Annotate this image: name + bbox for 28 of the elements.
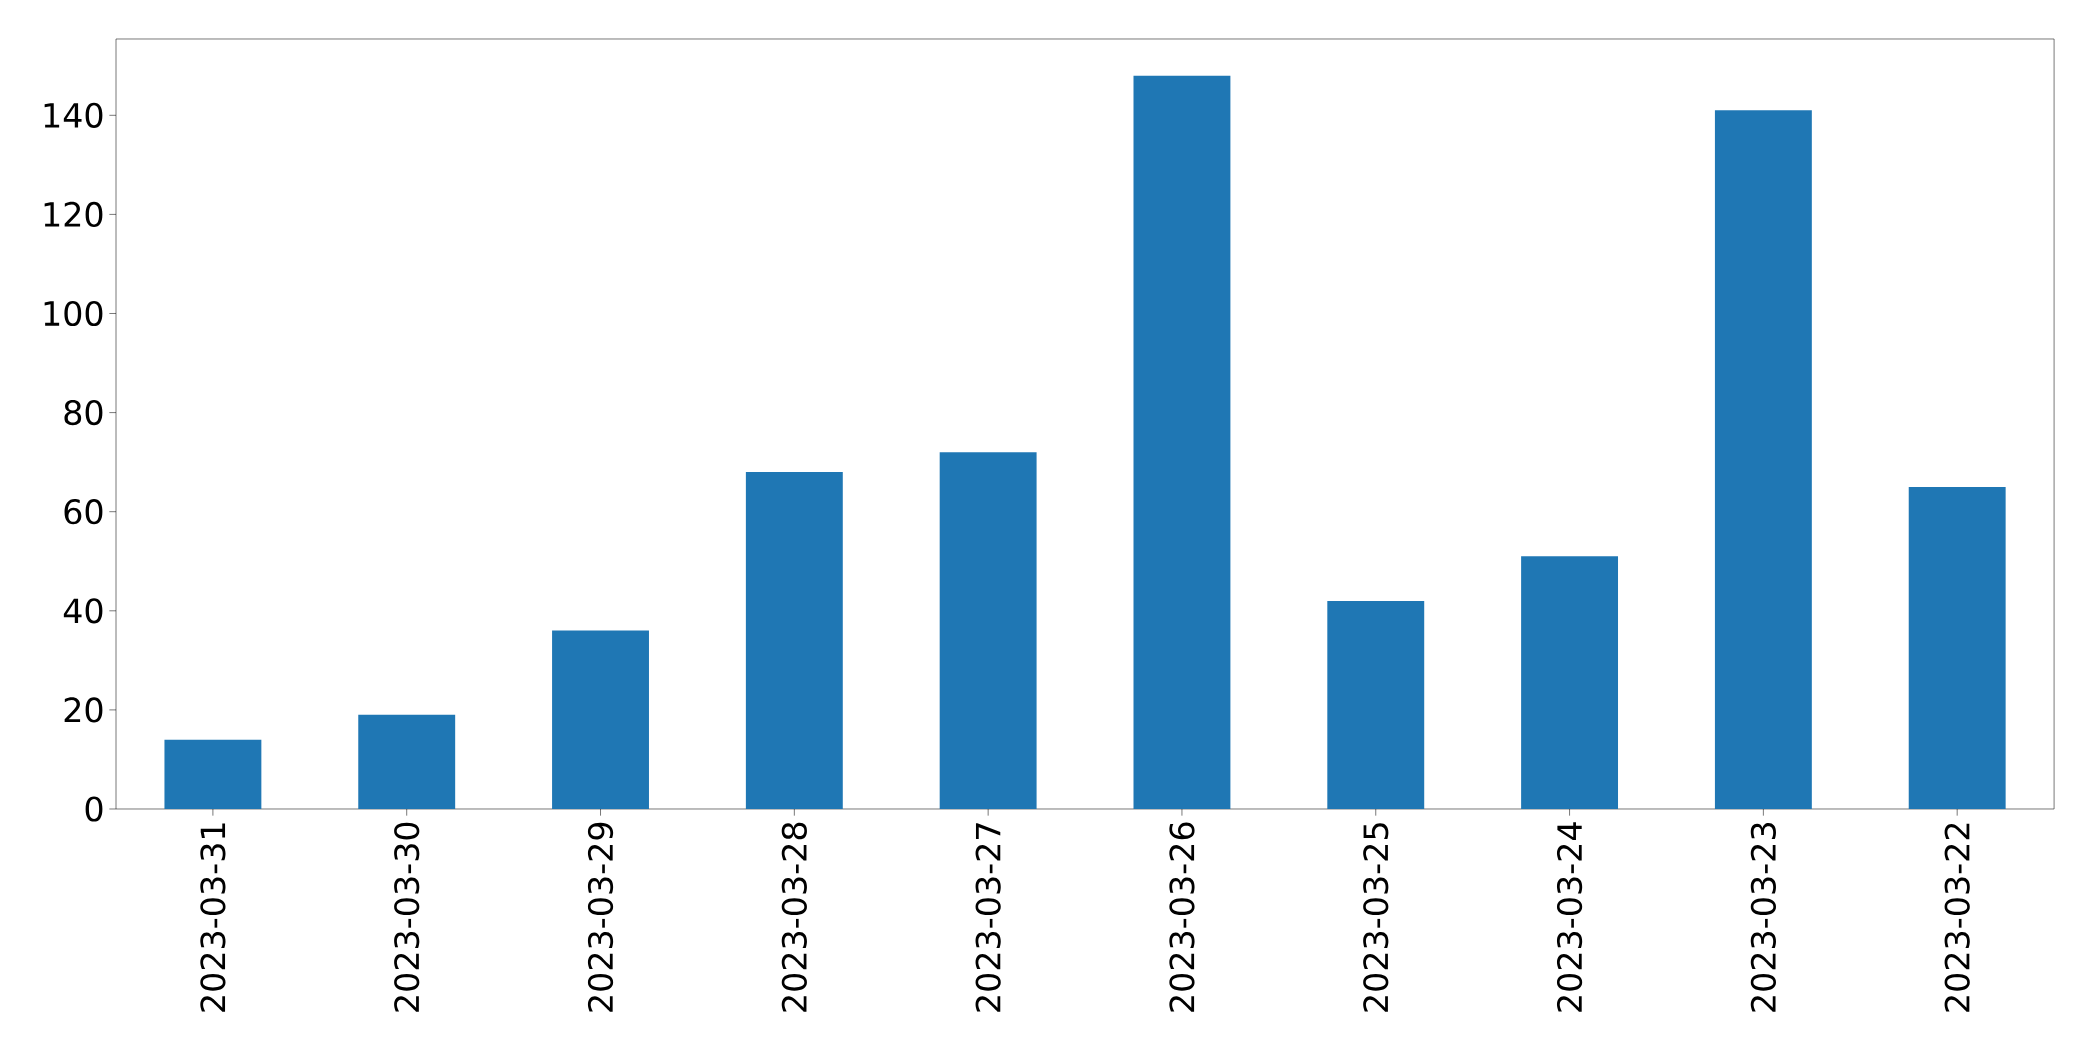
x-tick-label: 2023-03-25 bbox=[1363, 823, 1389, 1012]
y-tick-label: 0 bbox=[85, 796, 103, 822]
x-tick-label: 2023-03-23 bbox=[1750, 823, 1776, 1012]
x-tick-label: 2023-03-29 bbox=[587, 822, 614, 1012]
y-tick-label: 60 bbox=[64, 499, 103, 525]
bar bbox=[1714, 110, 1812, 809]
y-tick-label: 20 bbox=[64, 697, 103, 723]
bar bbox=[745, 472, 843, 809]
y-tick-label: 120 bbox=[44, 201, 103, 228]
x-tick-label: 2023-03-24 bbox=[1556, 822, 1583, 1012]
bar bbox=[1908, 486, 2006, 809]
x-tick-label: 2023-03-31 bbox=[200, 823, 226, 1012]
x-tick-label: 2023-03-30 bbox=[394, 822, 420, 1012]
bar bbox=[358, 714, 456, 809]
y-tick-label: 40 bbox=[63, 598, 103, 624]
bar bbox=[164, 739, 262, 809]
x-tick-label: 2023-03-22 bbox=[1944, 823, 1970, 1012]
bar bbox=[1327, 600, 1425, 809]
y-tick-label: 80 bbox=[64, 400, 103, 426]
y-tick-label: 100 bbox=[44, 300, 103, 327]
x-tick-label: 2023-03-26 bbox=[1169, 822, 1195, 1012]
x-tick-label: 2023-03-28 bbox=[781, 822, 807, 1012]
bar bbox=[1133, 75, 1231, 809]
bar bbox=[1521, 556, 1619, 809]
bar bbox=[939, 452, 1037, 809]
y-tick-label: 140 bbox=[44, 102, 103, 128]
bar bbox=[552, 630, 649, 809]
x-tick-label: 2023-03-27 bbox=[975, 823, 1001, 1012]
